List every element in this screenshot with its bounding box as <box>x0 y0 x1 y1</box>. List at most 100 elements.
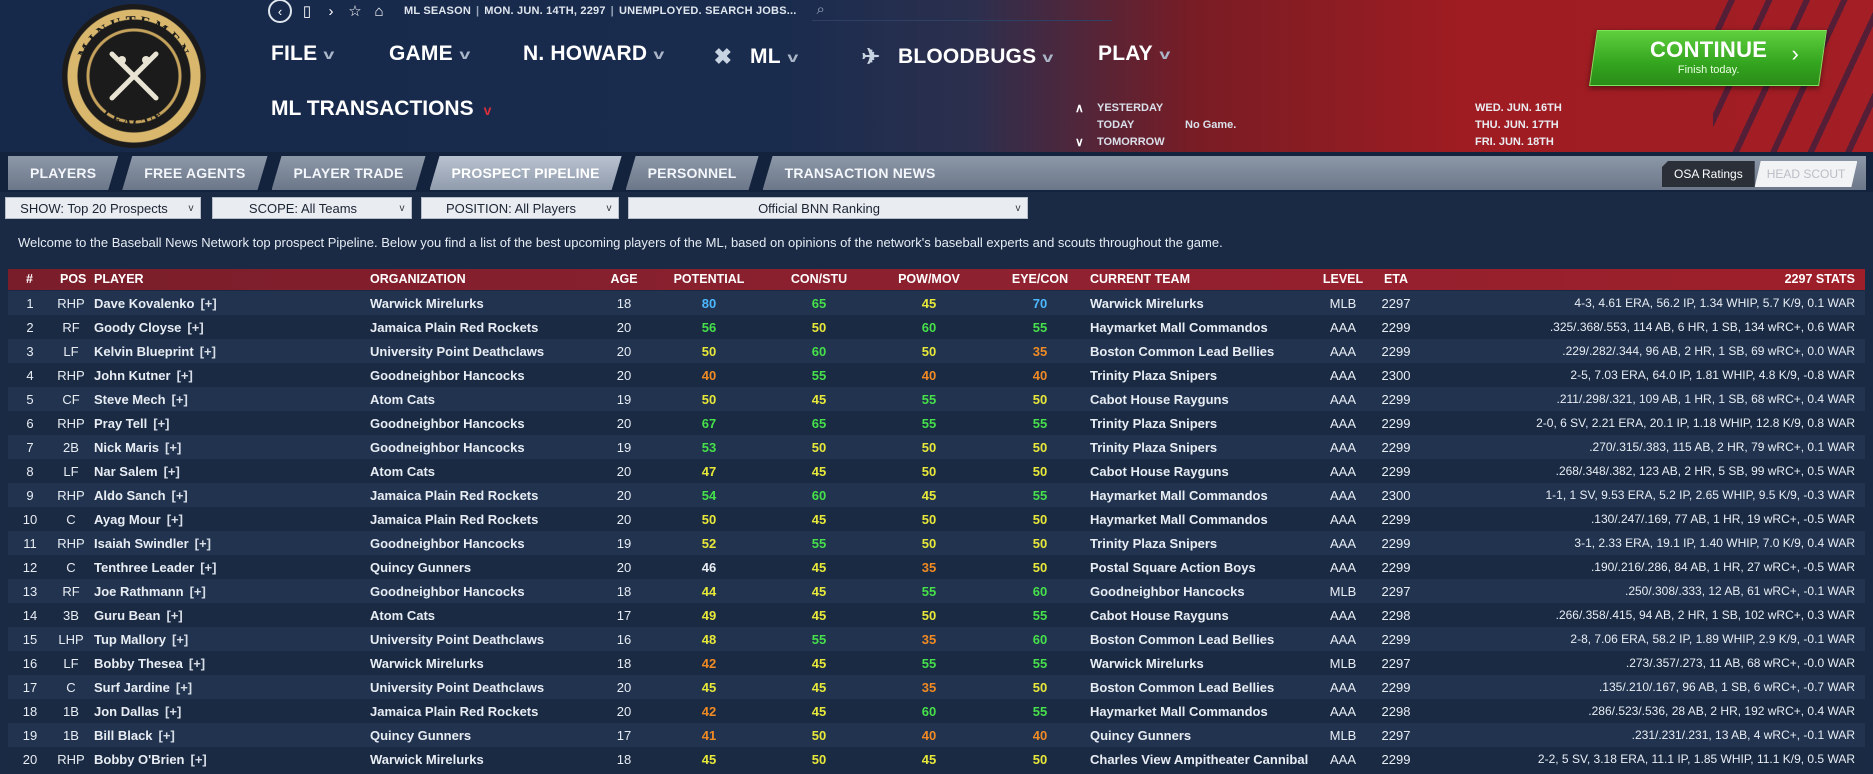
cell-organization[interactable]: Goodneighbor Hancocks <box>370 584 525 599</box>
cell-player[interactable]: Joe Rathmann [+] <box>94 584 206 599</box>
star-icon[interactable]: ☆ <box>348 3 362 20</box>
cell-player[interactable]: Isaiah Swindler [+] <box>94 536 211 551</box>
expand-player-button[interactable]: [+] <box>199 344 216 359</box>
page-title[interactable]: ML TRANSACTIONS v <box>271 97 491 121</box>
tab-free-agents[interactable]: FREE AGENTS <box>122 156 267 190</box>
cell-player[interactable]: Steve Mech [+] <box>94 392 188 407</box>
player-name-link[interactable]: Ayag Mour <box>94 512 161 527</box>
cell-current-team[interactable]: Cabot House Rayguns <box>1090 392 1229 407</box>
col-current-team[interactable]: CURRENT TEAM <box>1090 272 1190 286</box>
tab-personnel[interactable]: PERSONNEL <box>626 156 759 190</box>
table-row[interactable]: Goody Cloyse [+] 2 RF Jamaica Plain Red Rock… <box>8 315 1865 339</box>
menu-play[interactable]: PLAY v <box>1098 42 1170 66</box>
menu-bloodbugs[interactable]: ✈ BLOODBUGS v <box>854 42 1054 72</box>
table-row[interactable]: Nar Salem [+] 8 LF Atom Cats 20 47 45 50 50 Cabot … <box>8 459 1865 483</box>
expand-player-button[interactable]: [+] <box>190 752 207 767</box>
cell-current-team[interactable]: Haymarket Mall Commandos <box>1090 320 1268 335</box>
back-icon[interactable]: ‹ <box>268 0 292 23</box>
col-level[interactable]: LEVEL <box>1322 272 1364 286</box>
table-row[interactable]: Bobby Thesea [+] 16 LF Warwick Mirelurks 18 42… <box>8 651 1865 675</box>
player-name-link[interactable]: Pray Tell <box>94 416 148 431</box>
cell-current-team[interactable]: Boston Common Lead Bellies <box>1090 632 1275 647</box>
cell-player[interactable]: Guru Bean [+] <box>94 608 183 623</box>
cell-player[interactable]: Bobby O'Brien [+] <box>94 752 207 767</box>
cell-current-team[interactable]: Trinity Plaza Snipers <box>1090 368 1218 383</box>
cell-current-team[interactable]: Postal Square Action Boys <box>1090 560 1256 575</box>
cell-organization[interactable]: Warwick Mirelurks <box>370 752 484 767</box>
cell-current-team[interactable]: Boston Common Lead Bellies <box>1090 344 1275 359</box>
player-name-link[interactable]: John Kutner <box>94 368 171 383</box>
player-name-link[interactable]: Bobby O'Brien <box>94 752 185 767</box>
player-name-link[interactable]: Nar Salem <box>94 464 158 479</box>
player-name-link[interactable]: Bill Black <box>94 728 153 743</box>
search-field[interactable] <box>812 20 1112 21</box>
col-pow-mov[interactable]: POW/MOV <box>898 272 960 286</box>
cell-organization[interactable]: Atom Cats <box>370 392 436 407</box>
cell-organization[interactable]: Goodneighbor Hancocks <box>370 416 525 431</box>
cell-organization[interactable]: University Point Deathclaws <box>370 344 545 359</box>
col-eta[interactable]: ETA <box>1383 272 1409 286</box>
expand-player-button[interactable]: [+] <box>171 488 188 503</box>
player-name-link[interactable]: Isaiah Swindler <box>94 536 189 551</box>
cell-organization[interactable]: Jamaica Plain Red Rockets <box>370 488 539 503</box>
forward-icon[interactable]: › <box>328 2 334 20</box>
table-row[interactable]: Pray Tell [+] 6 RHP Goodneighbor Hancocks 20 6… <box>8 411 1865 435</box>
col-organization[interactable]: ORGANIZATION <box>370 272 466 286</box>
table-row[interactable]: Ayag Mour [+] 10 C Jamaica Plain Red Rockets… <box>8 507 1865 531</box>
ranking-dropdown[interactable]: Official BNN Ranking v <box>628 197 1028 219</box>
cell-current-team[interactable]: Cabot House Rayguns <box>1090 608 1229 623</box>
league-logo[interactable]: MINUTEMEN LEAGUE <box>62 4 206 148</box>
cell-organization[interactable]: Goodneighbor Hancocks <box>370 536 525 551</box>
player-name-link[interactable]: Joe Rathmann <box>94 584 184 599</box>
cell-player[interactable]: Jon Dallas [+] <box>94 704 181 719</box>
tab-transaction-news[interactable]: TRANSACTION NEWS <box>763 156 958 190</box>
player-name-link[interactable]: Surf Jardine <box>94 680 170 695</box>
expand-player-button[interactable]: [+] <box>166 608 183 623</box>
menu-game[interactable]: GAME v <box>389 42 470 66</box>
player-name-link[interactable]: Nick Maris <box>94 440 160 455</box>
head-scout-option[interactable]: HEAD SCOUT <box>1755 161 1858 187</box>
cell-organization[interactable]: Warwick Mirelurks <box>370 296 484 311</box>
table-row[interactable]: Steve Mech [+] 5 CF Atom Cats 19 50 45 55 50 Cabot… <box>8 387 1865 411</box>
arrow-up-icon[interactable]: ∧ <box>1075 100 1084 115</box>
cell-current-team[interactable]: Warwick Mirelurks <box>1090 656 1204 671</box>
schedule-tomorrow[interactable]: ∨ TOMORROW FRI. JUN. 18TH <box>1075 133 1562 150</box>
table-row[interactable]: Nick Maris [+] 7 2B Goodneighbor Hancocks 19 5… <box>8 435 1865 459</box>
cell-current-team[interactable]: Boston Common Lead Bellies <box>1090 680 1275 695</box>
scope-dropdown[interactable]: SCOPE: All Teams v <box>212 197 412 219</box>
cell-organization[interactable]: University Point Deathclaws <box>370 632 545 647</box>
cell-player[interactable]: Surf Jardine [+] <box>94 680 192 695</box>
expand-player-button[interactable]: [+] <box>171 632 189 647</box>
expand-player-button[interactable]: [+] <box>163 464 180 479</box>
schedule-yesterday[interactable]: ∧ YESTERDAY WED. JUN. 16TH <box>1075 99 1562 116</box>
cell-current-team[interactable]: Haymarket Mall Commandos <box>1090 704 1268 719</box>
cell-player[interactable]: Kelvin Blueprint [+] <box>94 344 216 359</box>
cell-organization[interactable]: Quincy Gunners <box>370 728 472 743</box>
col-rank[interactable]: # <box>26 272 33 286</box>
table-row[interactable]: Bill Black [+] 19 1B Quincy Gunners 17 41 50 40 4… <box>8 723 1865 747</box>
expand-player-button[interactable]: [+] <box>166 512 183 527</box>
expand-player-button[interactable]: [+] <box>153 416 170 431</box>
cell-current-team[interactable]: Trinity Plaza Snipers <box>1090 536 1218 551</box>
col-eye-con[interactable]: EYE/CON <box>1011 272 1069 286</box>
col-stats[interactable]: 2297 STATS <box>1784 272 1855 286</box>
expand-player-button[interactable]: [+] <box>200 296 217 311</box>
player-name-link[interactable]: Goody Cloyse <box>94 320 182 335</box>
menu-file[interactable]: FILE v <box>271 42 335 66</box>
expand-player-button[interactable]: [+] <box>176 368 193 383</box>
col-player[interactable]: PLAYER <box>94 272 144 286</box>
schedule-today[interactable]: TODAY No Game. THU. JUN. 17TH <box>1075 116 1562 133</box>
player-name-link[interactable]: Tup Mallory <box>94 632 166 647</box>
cell-organization[interactable]: Jamaica Plain Red Rockets <box>370 320 539 335</box>
col-con-stu[interactable]: CON/STU <box>790 272 848 286</box>
cell-player[interactable]: Ayag Mour [+] <box>94 512 183 527</box>
cell-organization[interactable]: Warwick Mirelurks <box>370 656 484 671</box>
continue-button[interactable]: CONTINUE Finish today. › <box>1589 30 1827 86</box>
expand-player-button[interactable]: [+] <box>200 560 217 575</box>
table-row[interactable]: Isaiah Swindler [+] 11 RHP Goodneighbor Hanc… <box>8 531 1865 555</box>
menu-manager[interactable]: N. HOWARD v <box>523 42 665 66</box>
player-name-link[interactable]: Aldo Sanch <box>94 488 166 503</box>
menu-ml[interactable]: ✖ ML v <box>706 42 798 72</box>
table-row[interactable]: Dave Kovalenko [+] 1 RHP Warwick Mirelurks 18… <box>8 291 1865 315</box>
position-dropdown[interactable]: POSITION: All Players v <box>421 197 619 219</box>
